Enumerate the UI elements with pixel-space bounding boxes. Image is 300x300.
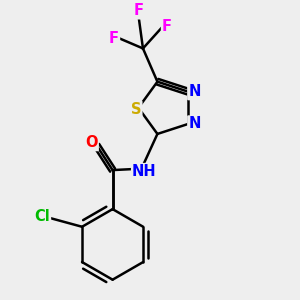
Text: NH: NH <box>132 164 157 179</box>
Text: F: F <box>162 19 172 34</box>
Text: N: N <box>188 84 201 99</box>
Text: F: F <box>134 3 144 18</box>
Text: N: N <box>188 116 201 131</box>
Text: Cl: Cl <box>34 209 50 224</box>
Text: O: O <box>85 135 98 150</box>
Text: S: S <box>131 102 141 117</box>
Text: F: F <box>109 31 119 46</box>
